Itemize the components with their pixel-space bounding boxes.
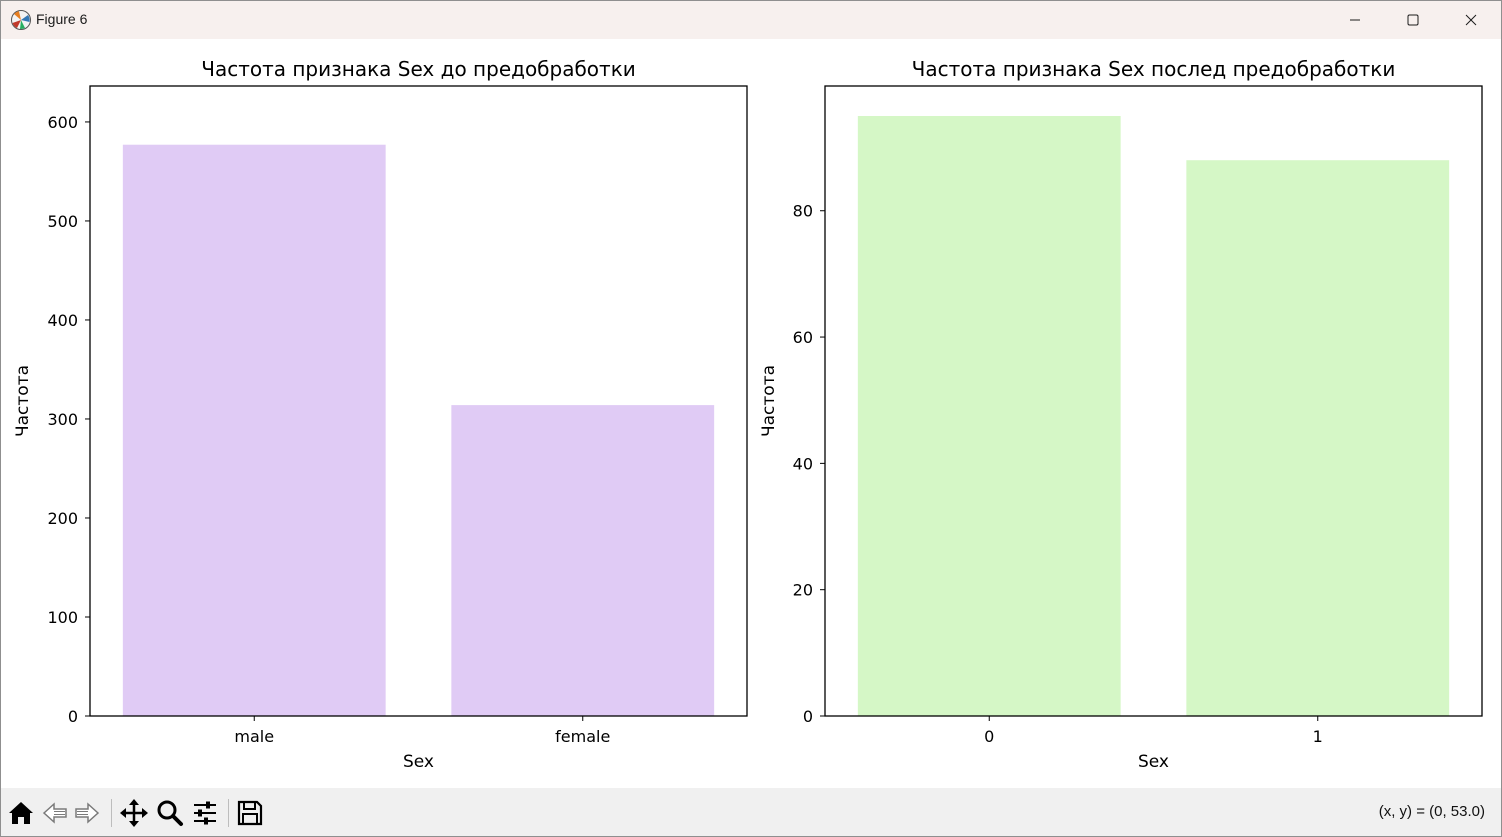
configure-subplots-button[interactable] [189,797,221,829]
minimize-icon [1350,19,1360,21]
y-tick-label-0-5: 500 [47,212,78,231]
axes-frame-1 [824,85,1483,717]
y-tick-label-1-1: 20 [793,581,813,600]
pan-button[interactable] [118,797,150,829]
toolbar-separator [111,799,112,827]
x-axis-label-1: Sex [1138,752,1169,772]
save-icon [237,800,263,826]
x-tick-label-1-1: 1 [1313,727,1323,746]
window-title: Figure 6 [36,11,88,27]
chart-title-0: Частота признака Sex до предобработки [201,57,636,81]
x-tick-label-0-1: female [555,727,610,746]
y-tick-label-0-0: 0 [68,707,78,726]
bar-1-0 [857,116,1121,716]
y-tick-label-0-3: 300 [47,410,78,429]
y-tick-label-0-2: 200 [47,509,78,528]
x-tick-label-1-0: 0 [984,727,994,746]
figure-canvas[interactable]: male female 0 100 200 300 400 500 600 Частота при… [1,39,1501,788]
bar-0-1 [451,405,715,716]
close-icon [1465,14,1477,26]
home-button[interactable] [5,797,37,829]
y-tick-label-1-2: 40 [793,454,813,473]
back-icon [42,802,67,824]
bar-1-1 [1186,160,1450,717]
close-button[interactable] [1442,1,1500,39]
forward-icon [75,802,100,824]
y-tick-label-1-3: 60 [793,328,813,347]
toolbar-separator [228,799,229,827]
cursor-coordinates: (x, y) = (0, 53.0) [1378,803,1485,820]
maximize-button[interactable] [1384,1,1442,39]
home-icon [9,802,33,824]
title-bar: Figure 6 [1,1,1501,39]
navigation-toolbar: (x, y) = (0, 53.0) [1,788,1501,836]
y-tick-label-0-1: 100 [47,608,78,627]
configure-subplots-icon [194,801,216,825]
save-button[interactable] [234,797,266,829]
y-tick-label-0-6: 600 [47,113,78,132]
zoom-button[interactable] [154,797,186,829]
zoom-icon [157,800,183,826]
x-tick-label-0-0: male [234,727,274,746]
matplotlib-app-icon [10,9,32,31]
bar-0-0 [122,144,386,716]
y-axis-label-1: Частота [759,365,779,437]
y-tick-label-0-4: 400 [47,311,78,330]
x-axis-label-0: Sex [403,752,434,772]
y-axis-label-0: Частота [13,365,33,437]
forward-button[interactable] [71,797,103,829]
minimize-button[interactable] [1326,1,1384,39]
pan-icon [120,799,148,827]
axes-frame-0 [89,85,748,717]
y-tick-label-1-0: 0 [803,707,813,726]
maximize-icon [1407,14,1419,26]
chart-title-1: Частота признака Sex послед предобработк… [912,57,1396,81]
back-button[interactable] [39,797,71,829]
y-tick-label-1-4: 80 [793,202,813,221]
